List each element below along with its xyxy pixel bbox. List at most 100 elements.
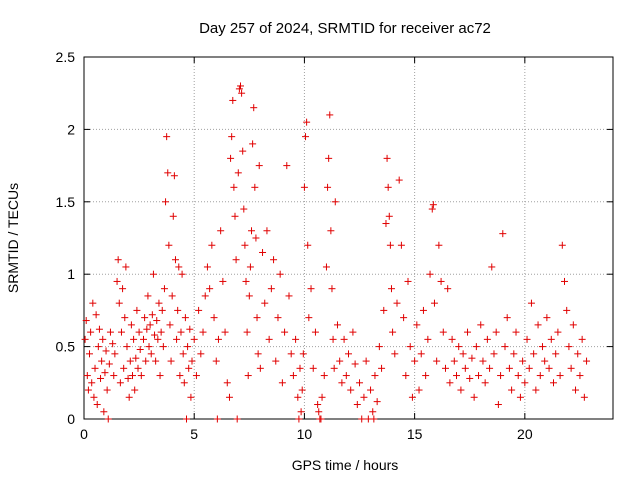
data-point-marker <box>130 335 138 343</box>
data-point-marker <box>228 133 236 141</box>
data-point-marker <box>210 314 218 322</box>
data-point-marker <box>250 104 258 112</box>
data-point-marker <box>88 379 96 387</box>
data-point-marker <box>82 317 90 325</box>
data-point-marker <box>322 263 330 271</box>
y-tick-label: 0.5 <box>56 339 76 355</box>
data-point-marker <box>141 314 149 322</box>
data-point-marker <box>144 292 152 300</box>
data-point-marker <box>315 408 323 416</box>
data-point-marker <box>283 162 291 170</box>
data-point-marker <box>459 350 467 358</box>
data-point-marker <box>294 393 302 401</box>
data-point-marker <box>326 111 334 119</box>
data-point-marker <box>239 147 247 155</box>
data-point-marker <box>171 256 179 264</box>
data-point-marker <box>567 364 575 372</box>
data-point-marker <box>536 372 544 380</box>
data-point-marker <box>565 343 573 351</box>
data-point-marker <box>217 227 225 235</box>
x-tick-label: 5 <box>190 426 198 442</box>
data-point-marker <box>137 372 145 380</box>
data-point-marker <box>317 415 325 423</box>
data-point-marker <box>97 374 105 382</box>
data-point-marker <box>472 343 480 351</box>
x-tick-label: 20 <box>517 426 533 442</box>
y-axis-label: SRMTID / TECUs <box>5 183 21 293</box>
data-point-marker <box>395 176 403 184</box>
data-point-marker <box>87 328 95 336</box>
data-point-marker <box>349 328 357 336</box>
data-point-marker <box>383 154 391 162</box>
data-point-marker <box>307 285 315 293</box>
y-tick-label: 1 <box>67 266 75 282</box>
data-point-marker <box>287 350 295 358</box>
data-point-marker <box>233 415 241 423</box>
data-point-marker <box>94 343 102 351</box>
data-point-marker <box>236 82 244 90</box>
data-point-marker <box>149 270 157 278</box>
data-point-marker <box>180 379 188 387</box>
data-point-marker <box>155 299 163 307</box>
data-point-marker <box>444 285 452 293</box>
data-point-marker <box>181 314 189 322</box>
data-point-marker <box>466 374 474 382</box>
data-point-marker <box>168 292 176 300</box>
data-point-marker <box>142 357 150 365</box>
data-point-marker <box>457 386 465 394</box>
data-point-marker <box>160 285 168 293</box>
data-point-marker <box>109 340 117 348</box>
data-point-marker <box>479 357 487 365</box>
data-point-marker <box>578 335 586 343</box>
data-point-marker <box>93 401 101 409</box>
data-point-marker <box>561 277 569 285</box>
data-point-marker <box>340 335 348 343</box>
data-point-marker <box>532 386 540 394</box>
data-point-marker <box>154 335 162 343</box>
data-point-marker <box>256 364 264 372</box>
data-point-marker <box>446 379 454 387</box>
data-point-marker <box>199 328 207 336</box>
data-point-marker <box>106 328 114 336</box>
data-point-marker <box>241 241 249 249</box>
data-point-marker <box>441 364 449 372</box>
data-point-marker <box>157 328 165 336</box>
data-point-marker <box>116 379 124 387</box>
data-point-marker <box>556 372 564 380</box>
data-point-marker <box>580 393 588 401</box>
data-point-marker <box>111 350 119 358</box>
data-point-marker <box>274 314 282 322</box>
data-point-marker <box>81 335 89 343</box>
data-point-marker <box>100 408 108 416</box>
data-point-marker <box>120 364 128 372</box>
data-point-marker <box>227 154 235 162</box>
data-point-marker <box>178 270 186 278</box>
data-point-marker <box>328 285 336 293</box>
data-point-marker <box>91 364 99 372</box>
data-point-marker <box>371 372 379 380</box>
data-point-marker <box>278 379 286 387</box>
grid-lines <box>84 57 613 419</box>
data-point-marker <box>221 328 229 336</box>
data-point-marker <box>136 345 144 353</box>
data-point-marker <box>406 343 414 351</box>
y-tick-label: 2.5 <box>56 49 76 65</box>
data-point-marker <box>253 314 261 322</box>
data-point-marker <box>244 372 252 380</box>
data-point-marker <box>512 328 520 336</box>
data-point-marker <box>245 292 253 300</box>
data-point-marker <box>214 335 222 343</box>
data-point-marker <box>345 350 352 358</box>
data-point-marker <box>351 360 359 368</box>
data-point-marker <box>124 374 132 382</box>
data-point-marker <box>270 256 278 264</box>
data-point-marker <box>510 350 518 358</box>
x-tick-label: 10 <box>297 426 313 442</box>
data-point-marker <box>530 350 538 358</box>
data-point-marker <box>252 234 260 242</box>
data-point-marker <box>166 321 174 329</box>
data-point-marker <box>419 306 427 314</box>
data-point-marker <box>95 325 103 333</box>
data-point-marker <box>385 212 393 220</box>
data-point-marker <box>563 306 571 314</box>
